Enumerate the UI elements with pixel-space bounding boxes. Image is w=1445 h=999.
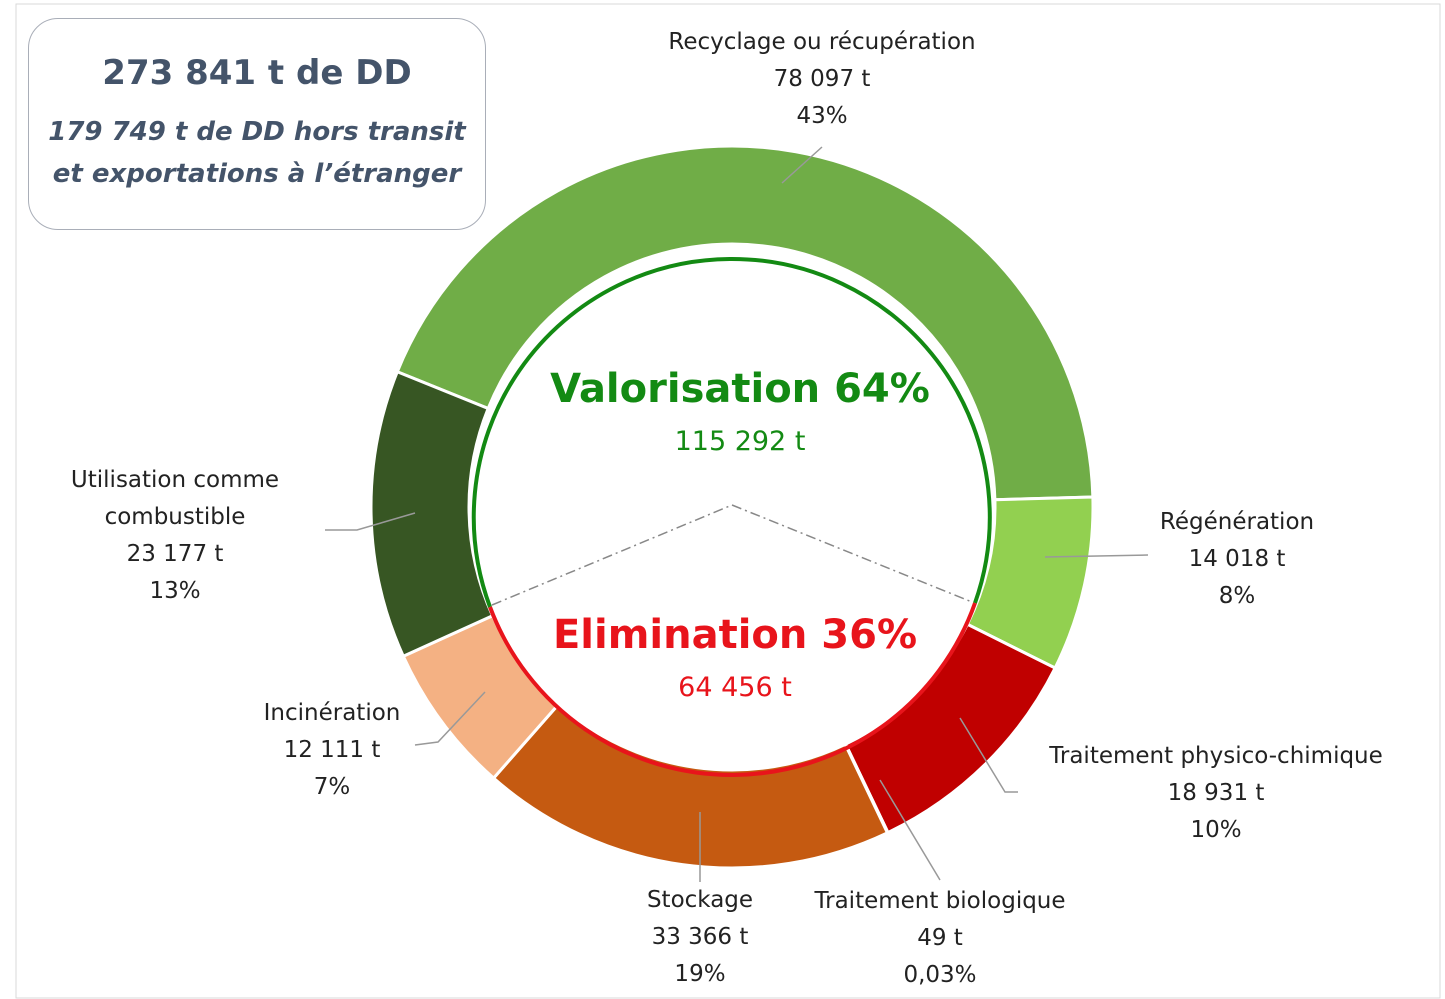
elimination-value: 64 456 t	[678, 672, 792, 703]
total: 273 841 t de DD	[102, 53, 412, 93]
donut-segment	[395, 144, 1095, 502]
segment-label: Stockage 33 366 t 19%	[647, 882, 753, 993]
leader-line	[781, 146, 823, 184]
summary-box: 273 841 t de DD 179 749 t de DD hors tra…	[28, 18, 486, 230]
category: Stockage	[646, 887, 754, 913]
frame	[15, 3, 1441, 999]
category: Traitement physico-chimique	[1049, 743, 1383, 769]
category: Traitement biologique	[814, 888, 1066, 914]
inner-ring-red	[488, 602, 977, 777]
category: Utilisation comme combustible	[70, 467, 280, 530]
value-label: 14 018 t	[1188, 546, 1286, 572]
category: Incinération	[263, 700, 401, 726]
category: Régénération	[1159, 509, 1315, 535]
valorisation-value: 115 292 t	[674, 426, 806, 457]
leader-line	[325, 512, 416, 531]
segment-label: Traitement biologique 49 t 0,03%	[814, 883, 1065, 994]
segment-label: Régénération 14 018 t 8%	[1160, 504, 1314, 615]
category: Recyclage ou récupération	[668, 29, 976, 55]
value-label: 12 111 t	[283, 737, 381, 763]
leader-line	[414, 691, 486, 746]
percent-label: 7%	[313, 774, 351, 800]
segment-label: Recyclage ou récupération 78 097 t 43%	[668, 24, 975, 135]
percent-label: 8%	[1218, 583, 1256, 609]
valorisation: Valorisation 64%	[550, 366, 930, 412]
percent-label: 10%	[1190, 817, 1242, 843]
subtitle: 179 749 t de DD hors transit et exportati…	[29, 111, 485, 195]
divider	[491, 504, 973, 606]
percent-label: 43%	[796, 103, 848, 129]
percent-label: 19%	[674, 961, 726, 987]
leader-line	[959, 717, 1018, 793]
segment-label: Utilisation comme combustible 23 177 t 13%	[55, 462, 295, 610]
value-label: 33 366 t	[651, 924, 749, 950]
donut-segment	[491, 702, 890, 870]
leader-line	[1044, 554, 1149, 558]
value-label: 49 t	[917, 925, 963, 951]
leader-line	[879, 779, 941, 881]
segment-label: Incinération 12 111 t 7%	[264, 695, 401, 806]
percent-label: 0,03%	[903, 962, 977, 988]
value-label: 23 177 t	[126, 541, 224, 567]
elimination: Elimination 36%	[552, 612, 918, 658]
value-label: 18 931 t	[1167, 780, 1265, 806]
segment-label: Traitement physico-chimique 18 931 t 10%	[1049, 738, 1383, 849]
subtitle-line: 179 749 t de DD hors transit	[48, 117, 466, 147]
value-label: 78 097 t	[773, 66, 871, 92]
percent-label: 13%	[149, 578, 201, 604]
subtitle-line: et exportations à l’étranger	[52, 159, 462, 189]
inner-ring-green	[471, 256, 992, 608]
donut-segment	[369, 369, 495, 659]
